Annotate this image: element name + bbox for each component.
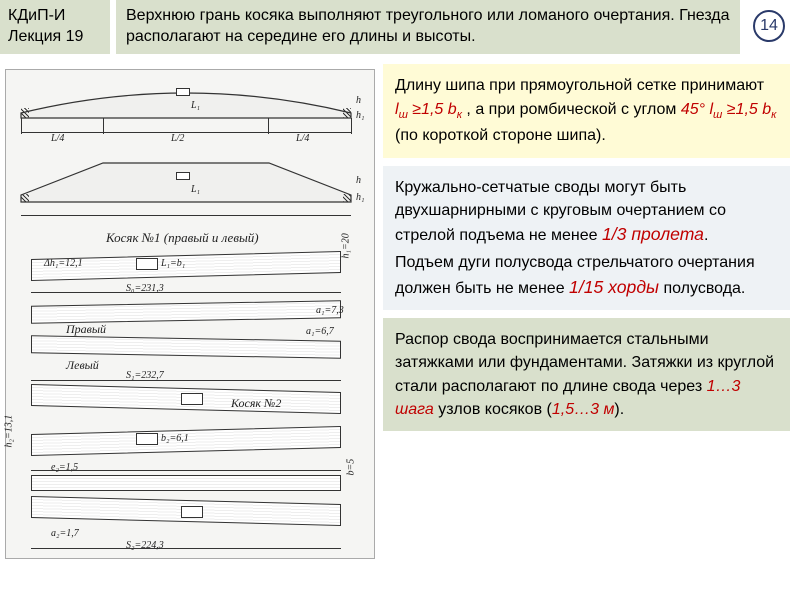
levyj-label: Левый: [66, 358, 99, 373]
a2-label: a₂=1,7: [51, 528, 79, 539]
e2-label: e₂=1,5: [51, 462, 78, 473]
b1-mid: , а при ромбической с углом: [462, 101, 681, 118]
kosyak2-label: Косяк №2: [231, 396, 281, 411]
course-line2: Лекция 19: [8, 27, 102, 48]
page-number: 14: [753, 10, 785, 42]
b1-post: (по короткой стороне шипа).: [395, 127, 606, 144]
text-block-3: Распор свода воспринимается стальными за…: [383, 318, 790, 431]
pravyj-label: Правый: [66, 322, 106, 337]
b3-mid: узлов косяков (: [434, 401, 552, 418]
text-block-1: Длину шипа при прямоугольной сетке прини…: [383, 64, 790, 158]
b1-f1s1: ш: [399, 109, 408, 121]
dim-L1: L₁: [191, 100, 200, 111]
b1-angle: 45°: [681, 101, 710, 118]
b1-pre: Длину шипа при прямоугольной сетке прини…: [395, 77, 764, 94]
dim-L1b: L₁: [191, 184, 200, 195]
dim-L4-left: L/4: [51, 133, 64, 144]
h720-label: h₁=20: [341, 233, 352, 258]
b1-f1ge: ≥1,5: [408, 101, 448, 118]
dim-h: h: [356, 95, 361, 106]
b2p1-post: .: [704, 227, 708, 244]
b1-f1b: b: [448, 101, 457, 118]
b2p1-red: 1/3 пролета: [602, 224, 704, 244]
S2-label: S₂=224,3: [126, 540, 164, 551]
b5-label: b=5: [346, 458, 357, 475]
b3-post: ).: [614, 401, 624, 418]
course-line1: КДиП-И: [8, 6, 102, 27]
dim-h-b: h: [356, 175, 361, 186]
L1b1-label: L₁=b₁: [161, 258, 185, 269]
dh-label: Δh₁=12,1: [44, 258, 83, 269]
dim-L4-right: L/4: [296, 133, 309, 144]
b2p2-post: полусвода.: [659, 280, 745, 297]
slide-title: Верхнюю грань косяка выполняют треугольн…: [116, 0, 740, 54]
b2-label: b₂=6,1: [161, 433, 189, 444]
b1-f2ge: ≥1,5: [722, 101, 762, 118]
dim-h1-b: h₁: [356, 192, 364, 203]
technical-diagram: L₁ h h₁ L/4 L/2 L/4 L₁ h h₁ Косяк №1 (пр…: [5, 69, 375, 559]
b1-f2s2: к: [771, 109, 776, 121]
b3-red2: 1,5…3 м: [552, 401, 615, 418]
dim-h1: h₁: [356, 110, 364, 121]
course-box: КДиП-И Лекция 19: [0, 0, 110, 54]
b2p2-red: 1/15 хорды: [569, 277, 659, 297]
b1-f2b: b: [762, 101, 771, 118]
text-block-2: Кружально-сетчатые своды могут быть двух…: [383, 166, 790, 311]
a167-label: a₁=6,7: [306, 326, 334, 337]
b1-f2s1: ш: [713, 109, 722, 121]
h2-label: h₂=13,1: [4, 414, 15, 447]
kosyak1-label: Косяк №1 (правый и левый): [106, 230, 259, 246]
dim-L2: L/2: [171, 133, 184, 144]
a1-label: a₁=7,3: [316, 305, 344, 316]
